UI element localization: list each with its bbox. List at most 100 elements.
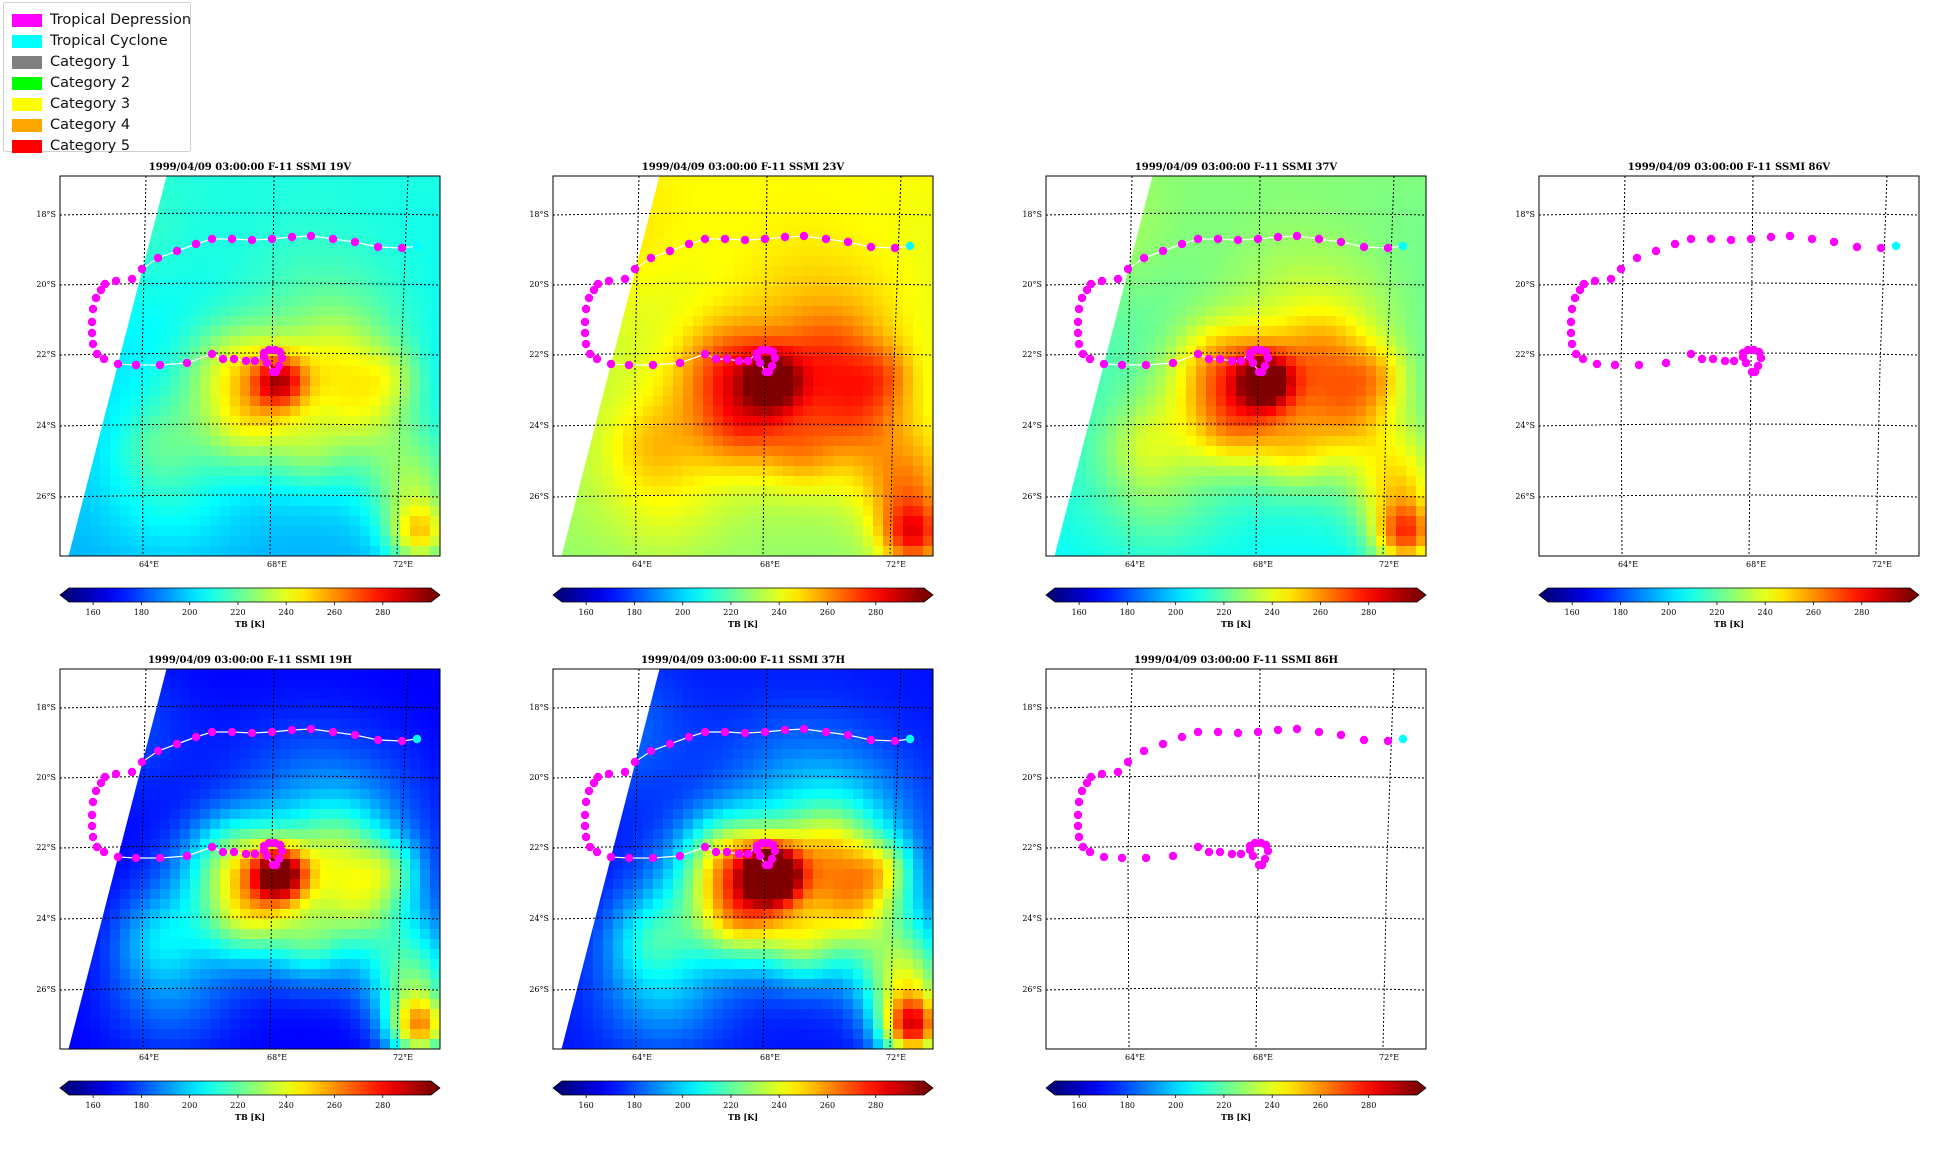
track-point-depression <box>1253 727 1263 737</box>
track-point-depression <box>1263 846 1273 856</box>
track-point-depression <box>593 772 603 782</box>
track-point-depression <box>1085 847 1095 857</box>
track-point-depression <box>229 847 239 857</box>
track-point-depression <box>722 847 732 857</box>
colorbar: 160 180 200 220 240 260 280 TB [K] <box>1538 587 1920 629</box>
colorbar-tick-label: 240 <box>772 608 787 617</box>
lat-label: 24°S <box>529 914 549 923</box>
colorbar-tick-label: 160 <box>85 608 100 617</box>
legend-item: Tropical Depression <box>12 10 191 30</box>
colorbar: 160 180 200 220 240 260 280 TB [K] <box>59 587 441 629</box>
lat-label: 22°S <box>529 350 549 359</box>
track-point-depression <box>1766 232 1776 242</box>
track-point-depression <box>1359 242 1369 252</box>
colorbar-tick-label: 220 <box>230 608 245 617</box>
track-point-depression <box>218 847 228 857</box>
track-point-depression <box>1578 354 1588 364</box>
track-point-depression <box>799 724 809 734</box>
track-point-depression <box>1099 852 1109 862</box>
legend-swatch <box>12 55 42 69</box>
track-point-depression <box>780 725 790 735</box>
track-point-depression <box>700 234 710 244</box>
colorbar-tick-label: 200 <box>1168 608 1183 617</box>
track-point-cyclone <box>412 241 422 251</box>
track-point-depression <box>592 354 602 364</box>
panel-title: 1999/04/09 03:00:00 F-11 SSMI 86H <box>1134 655 1338 666</box>
track-point-depression <box>241 356 251 366</box>
track-point-depression <box>1651 246 1661 256</box>
map-panel-svg: 1999/04/09 03:00:00 F-11 SSMI 37H 18°S 20°… <box>529 655 934 1122</box>
track-point-depression <box>1086 772 1096 782</box>
track-point-depression <box>1708 354 1718 364</box>
track-point-depression <box>624 853 634 863</box>
track-point-depression <box>1245 352 1255 362</box>
colorbar-tick-label: 240 <box>279 1101 294 1110</box>
track-point-depression <box>1726 235 1736 245</box>
track-point-depression <box>1177 239 1187 249</box>
panel-86h: 1999/04/09 03:00:00 F-11 SSMI 86H 18°S 20°… <box>1022 649 1446 1129</box>
track-point-depression <box>581 339 591 349</box>
legend-label: Tropical Depression <box>50 12 192 28</box>
track-point-depression <box>182 358 192 368</box>
track-point-depression <box>780 232 790 242</box>
track-point-depression <box>760 234 770 244</box>
track-point-depression <box>131 360 141 370</box>
track-point-depression <box>267 727 277 737</box>
track-point-depression <box>1215 354 1225 364</box>
colorbar-tick-label: 280 <box>375 1101 390 1110</box>
track-point-depression <box>207 349 217 359</box>
track-point-depression <box>1213 727 1223 737</box>
track-point-depression <box>1139 253 1149 263</box>
colorbar-tick-label: 260 <box>1806 608 1821 617</box>
track-point-depression <box>743 849 753 859</box>
track-point-depression <box>277 846 287 856</box>
track-point-depression <box>88 304 98 314</box>
track-point-depression <box>127 767 137 777</box>
track-point-depression <box>1359 735 1369 745</box>
track-point-depression <box>606 359 616 369</box>
track-point-depression <box>581 304 591 314</box>
track-point-depression <box>1123 264 1133 274</box>
legend-item: Category 1 <box>12 52 130 72</box>
colorbar-tick-label: 220 <box>230 1101 245 1110</box>
track-point-depression <box>1204 354 1214 364</box>
panel-title: 1999/04/09 03:00:00 F-11 SSMI 23V <box>642 162 845 173</box>
track-point-depression <box>580 821 590 831</box>
colorbar-tick-label: 160 <box>578 1101 593 1110</box>
lat-label: 20°S <box>36 773 56 782</box>
track-point-depression <box>580 810 590 820</box>
panel-title: 1999/04/09 03:00:00 F-11 SSMI 19H <box>148 655 352 666</box>
track-point-depression <box>87 810 97 820</box>
track-point-depression <box>584 786 594 796</box>
storm-track <box>580 724 915 870</box>
track-point-depression <box>88 832 98 842</box>
track-point-depression <box>1073 317 1083 327</box>
track-point-depression <box>761 860 771 870</box>
track-point-depression <box>1193 234 1203 244</box>
track-point-depression <box>1336 237 1346 247</box>
track-point-depression <box>1085 354 1095 364</box>
track-point-depression <box>1193 727 1203 737</box>
track-point-depression <box>1086 279 1096 289</box>
track-point-depression <box>1670 239 1680 249</box>
track-point-depression <box>1743 345 1753 355</box>
track-point-depression <box>740 235 750 245</box>
track-point-cyclone <box>905 734 915 744</box>
lon-label: 64°E <box>139 1053 159 1062</box>
track-point-depression <box>646 253 656 263</box>
track-point-depression <box>127 274 137 284</box>
track-point-depression <box>1383 243 1393 253</box>
track-point-depression <box>92 842 102 852</box>
storm-track <box>87 231 422 377</box>
colorbar-tick-label: 260 <box>820 1101 835 1110</box>
track-point-depression <box>581 797 591 807</box>
track-point-depression <box>1566 317 1576 327</box>
track-point-depression <box>1570 293 1580 303</box>
colorbar-tick-label: 260 <box>820 608 835 617</box>
legend-label: Category 5 <box>50 138 131 154</box>
legend-item: Category 3 <box>12 94 130 114</box>
legend-swatch <box>12 118 42 132</box>
track-point-depression <box>287 232 297 242</box>
track-point-depression <box>722 354 732 364</box>
track-point-depression <box>1720 356 1730 366</box>
